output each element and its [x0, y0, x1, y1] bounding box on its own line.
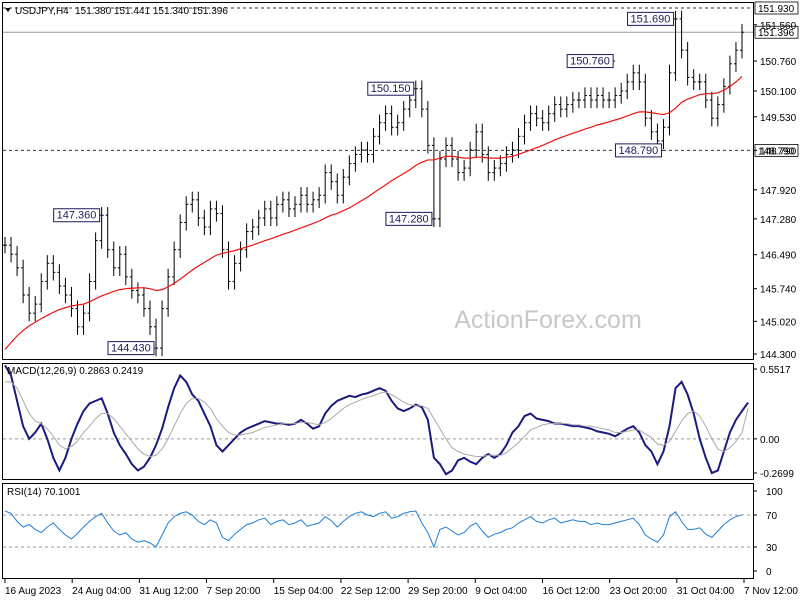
macd-axis-ticks: 0.5517 0.00 -0.2699 — [753, 365, 794, 480]
rsi-series — [3, 510, 753, 549]
rsi-panel-frame — [2, 483, 754, 579]
price-tick-label: 146.490 — [760, 251, 797, 262]
price-annotations: 147.360 144.430 150.150 147.280 150.760 148.7… — [53, 11, 676, 356]
time-tick-label: 7 Sep 20:00 — [207, 586, 261, 597]
macd-series — [3, 364, 753, 476]
time-tick-label: 15 Sep 04:00 — [274, 586, 334, 597]
price-series — [3, 10, 744, 357]
annotation-label: 148.790 — [618, 145, 658, 157]
annotation-label: 150.760 — [570, 56, 610, 68]
moving-average-line — [4, 76, 743, 350]
annotation-box — [367, 81, 415, 96]
macd-tick-label: 0.5517 — [760, 365, 791, 376]
annotation-box — [385, 211, 433, 226]
annotation-box — [627, 11, 675, 26]
annotation-label: 147.280 — [389, 213, 429, 225]
annotation-box — [53, 208, 101, 223]
watermark-text: ActionForex.com — [454, 306, 642, 334]
annotation-box — [107, 341, 155, 356]
macd-signal-line — [5, 381, 749, 458]
price-horizontal-lines: 151.930 151.396 148.790 — [3, 1, 799, 157]
macd-tick-label: -0.2699 — [760, 469, 794, 480]
time-tick-label: 22 Sep 12:00 — [341, 586, 401, 597]
price-hline-label-box — [754, 25, 799, 39]
rsi-panel-title: RSI(14) 70.1001 — [7, 487, 81, 498]
price-tick-label: 145.740 — [760, 285, 797, 296]
price-tick-label: 147.280 — [760, 215, 797, 226]
annotation-label: 147.360 — [57, 210, 97, 222]
time-tick-label: 16 Aug 2023 — [5, 586, 62, 597]
rsi-axis-ticks: 100 70 30 0 — [753, 487, 783, 578]
price-tick-label: 147.920 — [760, 186, 797, 197]
annotation-label: 144.430 — [111, 343, 151, 355]
price-hline-label: 151.930 — [758, 4, 795, 15]
chart-ohlc: 151.380 151.441 151.340 151.396 — [75, 6, 228, 17]
price-panel-frame — [2, 2, 754, 360]
annotation-label: 150.150 — [371, 83, 411, 95]
price-tick-label: 148.790 — [760, 146, 797, 157]
chart-symbol: USDJPY,H4 — [15, 6, 69, 17]
price-tick-label: 150.760 — [760, 57, 797, 68]
time-tick-label: 23 Oct 20:00 — [610, 586, 668, 597]
macd-line — [4, 364, 749, 476]
price-hline-label: 148.790 — [758, 146, 795, 157]
time-axis-labels: 16 Aug 2023 24 Aug 04:00 31 Aug 12:00 7 Sep… — [4, 579, 798, 597]
rsi-tick-label: 30 — [766, 543, 778, 554]
macd-panel-title: MACD(12,26,9) 0.2863 0.2419 — [7, 366, 144, 377]
price-tick-label: 151.560 — [760, 21, 797, 32]
time-tick-label: 29 Sep 20:00 — [408, 586, 468, 597]
rsi-line — [4, 510, 743, 549]
annotation-label: 151.690 — [631, 13, 671, 25]
price-tick-label: 149.530 — [760, 113, 797, 124]
time-tick-label: 31 Oct 04:00 — [677, 586, 735, 597]
price-hline-label: 151.396 — [758, 28, 795, 39]
dropdown-triangle-icon — [5, 8, 11, 12]
price-tick-label: 150.100 — [760, 87, 797, 98]
rsi-tick-label: 100 — [766, 487, 783, 498]
rsi-tick-label: 0 — [766, 567, 772, 578]
price-tick-label: 144.300 — [760, 350, 797, 361]
time-tick-label: 16 Oct 12:00 — [542, 586, 600, 597]
time-tick-label: 7 Nov 12:00 — [744, 586, 798, 597]
time-tick-label: 24 Aug 04:00 — [72, 586, 131, 597]
time-tick-label: 31 Aug 12:00 — [139, 586, 198, 597]
annotation-box — [614, 143, 662, 158]
price-axis-ticks: 151.560 150.760 150.100 149.530 148.790 147.9… — [753, 21, 797, 361]
annotation-box — [566, 54, 614, 69]
time-tick-label: 9 Oct 04:00 — [475, 586, 527, 597]
rsi-tick-label: 70 — [766, 511, 778, 522]
macd-panel-frame — [2, 363, 754, 480]
price-tick-label: 145.020 — [760, 317, 797, 328]
macd-tick-label: 0.00 — [760, 435, 780, 446]
price-hline-label-box — [754, 1, 799, 15]
